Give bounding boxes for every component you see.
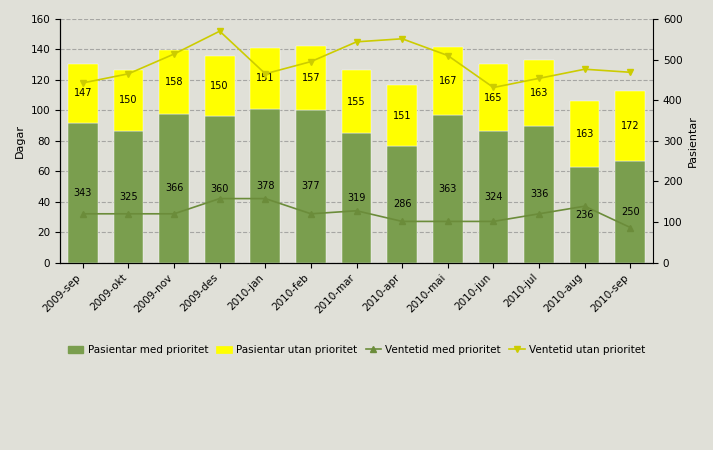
Bar [524, 126, 554, 262]
Bar [205, 117, 235, 262]
Text: 324: 324 [484, 192, 503, 202]
Bar [615, 91, 645, 161]
Bar [205, 55, 235, 117]
Bar [159, 114, 189, 262]
Text: 378: 378 [256, 181, 275, 191]
Bar [159, 50, 189, 114]
Ventetid utan prioritet [535, 76, 543, 81]
Text: 336: 336 [530, 189, 548, 199]
Ventetid utan prioritet [215, 28, 224, 34]
Bar [296, 109, 326, 262]
Ventetid med prioritet [307, 211, 315, 216]
Bar [433, 115, 463, 262]
Bar [250, 48, 280, 109]
Bar [524, 60, 554, 126]
Ventetid utan prioritet [78, 80, 87, 86]
Bar [250, 109, 280, 262]
Ventetid med prioritet [352, 208, 361, 213]
Ventetid med prioritet [398, 219, 406, 224]
Bar [113, 70, 143, 130]
Bar [478, 131, 508, 262]
Bar [342, 70, 371, 133]
Ventetid utan prioritet [626, 70, 635, 75]
Ventetid med prioritet [215, 196, 224, 201]
Ventetid med prioritet [535, 211, 543, 216]
Line: Ventetid utan prioritet: Ventetid utan prioritet [80, 28, 633, 90]
Ventetid utan prioritet [261, 71, 270, 76]
Ventetid med prioritet [489, 219, 498, 224]
Text: 167: 167 [438, 76, 457, 86]
Bar [433, 47, 463, 115]
Text: 366: 366 [165, 183, 183, 193]
Text: 343: 343 [73, 188, 92, 198]
Ventetid utan prioritet [443, 53, 452, 58]
Ventetid med prioritet [626, 225, 635, 230]
Text: 250: 250 [621, 207, 640, 217]
Text: 319: 319 [347, 193, 366, 203]
Ventetid med prioritet [124, 211, 133, 216]
Ventetid med prioritet [170, 211, 178, 216]
Text: 155: 155 [347, 97, 366, 107]
Bar [570, 167, 600, 262]
Line: Ventetid med prioritet: Ventetid med prioritet [80, 196, 633, 230]
Bar [478, 64, 508, 131]
Ventetid utan prioritet [398, 36, 406, 41]
Ventetid utan prioritet [307, 59, 315, 64]
Text: 150: 150 [119, 95, 138, 105]
Y-axis label: Pasientar: Pasientar [688, 115, 698, 166]
Text: 151: 151 [393, 111, 411, 121]
Text: 147: 147 [73, 89, 92, 99]
Bar [387, 85, 417, 146]
Text: 165: 165 [484, 93, 503, 103]
Ventetid utan prioritet [489, 85, 498, 90]
Bar [68, 63, 98, 123]
Ventetid utan prioritet [124, 71, 133, 76]
Ventetid utan prioritet [352, 39, 361, 45]
Bar [570, 101, 600, 167]
Ventetid utan prioritet [170, 51, 178, 57]
Text: 157: 157 [302, 72, 320, 83]
Bar [615, 161, 645, 262]
Ventetid med prioritet [580, 203, 589, 209]
Text: 163: 163 [530, 88, 548, 98]
Text: 325: 325 [119, 192, 138, 202]
Text: 363: 363 [438, 184, 457, 194]
Ventetid utan prioritet [580, 67, 589, 72]
Bar [113, 130, 143, 262]
Bar [296, 46, 326, 109]
Y-axis label: Dagar: Dagar [15, 124, 25, 158]
Text: 158: 158 [165, 77, 183, 87]
Ventetid med prioritet [443, 219, 452, 224]
Text: 377: 377 [302, 181, 320, 191]
Text: 163: 163 [575, 129, 594, 139]
Text: 236: 236 [575, 210, 594, 220]
Bar [342, 133, 371, 262]
Bar [68, 123, 98, 262]
Bar [387, 146, 417, 262]
Legend: Pasientar med prioritet, Pasientar utan prioritet, Ventetid med prioritet, Vente: Pasientar med prioritet, Pasientar utan … [63, 341, 650, 359]
Text: 151: 151 [256, 73, 275, 83]
Text: 286: 286 [393, 199, 411, 209]
Text: 360: 360 [210, 184, 229, 194]
Text: 172: 172 [621, 121, 640, 131]
Ventetid med prioritet [261, 196, 270, 201]
Text: 150: 150 [210, 81, 229, 91]
Ventetid med prioritet [78, 211, 87, 216]
